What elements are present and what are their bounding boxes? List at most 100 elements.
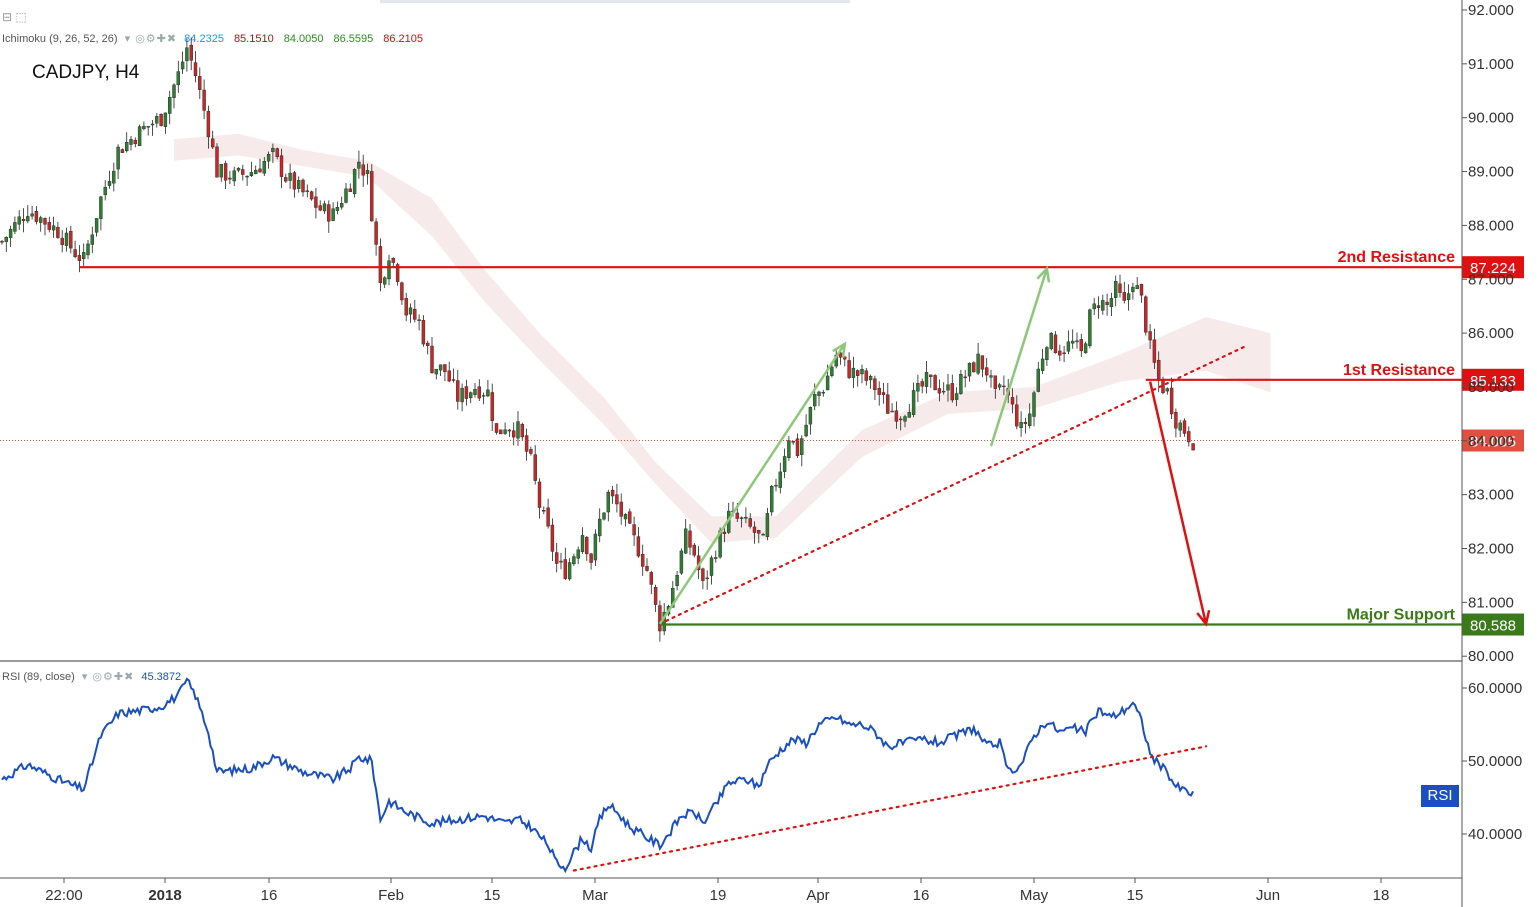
candle-down (894, 410, 899, 422)
arrow-down-head (1196, 609, 1211, 627)
candle-down (555, 552, 559, 564)
candle-down (550, 524, 555, 552)
candle-up (967, 362, 972, 377)
candle-down (610, 489, 615, 497)
candle-down (215, 146, 219, 178)
candle-up (486, 389, 490, 397)
candle-down (993, 375, 997, 389)
candle-down (494, 423, 499, 433)
candle-up (357, 161, 361, 169)
candle-down (628, 511, 632, 524)
arrow-up-head (832, 341, 847, 358)
candle-down (937, 388, 942, 394)
indicator-controls-icon[interactable]: ▾ ◎⚙✚✖ (124, 33, 178, 45)
candle-down (877, 387, 881, 395)
candle-down (1169, 387, 1174, 415)
rsi-legend[interactable]: RSI (89, close) ▾ ◎⚙✚✖ 45.3872 (2, 670, 181, 683)
candle-up (13, 222, 17, 232)
level-price-tag (1462, 368, 1524, 391)
candle-down (292, 172, 297, 190)
candle-down (189, 44, 193, 61)
rsi-value: 45.3872 (141, 671, 182, 683)
candle-down (1144, 296, 1148, 333)
candle-up (163, 112, 168, 127)
candle-up (51, 225, 56, 231)
candle-down (443, 364, 447, 373)
candle-up (576, 549, 580, 559)
candle-up (219, 164, 224, 178)
candle-down (0, 241, 4, 243)
level-price-tag (1462, 613, 1524, 636)
candle-up (623, 514, 628, 520)
candle-up (460, 387, 464, 403)
candle-down (899, 418, 903, 421)
x-tick-label: 18 (1373, 887, 1390, 904)
ichimoku-legend[interactable]: Ichimoku (9, 26, 52, 26) ▾ ◎⚙✚✖ 84.2325 8… (2, 32, 433, 45)
collapse-icon[interactable]: ⊟ (2, 10, 13, 24)
candle-up (1088, 309, 1092, 346)
candle-down (653, 586, 658, 605)
candle-up (830, 366, 834, 376)
candle-up (473, 389, 477, 395)
maximize-icon[interactable]: ⬚ (15, 10, 27, 24)
y-tick-label: 84.000 (1468, 433, 1514, 450)
candle-up (434, 368, 438, 375)
candle-up (1092, 303, 1096, 310)
candle-up (709, 557, 714, 576)
candle-up (1126, 293, 1131, 300)
candle-up (30, 213, 34, 217)
x-tick-label: Mar (582, 887, 608, 904)
candle-down (795, 438, 800, 457)
candle-up (804, 424, 808, 437)
candle-up (335, 207, 340, 211)
y-tick-label: 80.000 (1468, 648, 1514, 665)
candle-down (378, 246, 383, 284)
candle-up (907, 412, 911, 418)
candle-down (258, 168, 262, 173)
x-tick-label: 22:00 (45, 887, 83, 904)
candle-up (253, 169, 258, 175)
arrow-up (989, 268, 1049, 447)
level-price-label: 87.224 (1470, 260, 1516, 277)
candle-up (297, 180, 301, 189)
candle-up (124, 141, 129, 152)
candle-down (198, 76, 202, 90)
candle-down (284, 177, 288, 182)
candle-down (649, 572, 653, 585)
candle-up (976, 353, 980, 374)
rsi-y-tick-label: 40.0000 (1468, 826, 1522, 843)
candle-down (563, 559, 567, 579)
candle-up (236, 167, 241, 171)
candle-down (735, 512, 739, 519)
y-tick-label: 82.000 (1468, 541, 1514, 558)
y-tick-label: 85.000 (1468, 379, 1514, 396)
candle-up (1049, 332, 1053, 349)
ichimoku-value-4: 86.2105 (383, 33, 423, 45)
candle-down (1058, 350, 1062, 356)
candle-up (774, 484, 778, 487)
candle-up (180, 61, 185, 70)
candle-up (1135, 285, 1139, 290)
pane-controls[interactable]: ⊟ ⬚ (2, 10, 27, 24)
candle-down (542, 510, 546, 512)
candle-down (318, 205, 322, 211)
candle-down (309, 191, 314, 200)
candle-down (512, 430, 516, 438)
candle-up (103, 186, 107, 196)
candle-down (1152, 339, 1157, 363)
candle-up (1032, 392, 1036, 417)
candle-down (1174, 411, 1178, 429)
candle-up (744, 516, 748, 519)
candle-down (1105, 301, 1109, 305)
candle-up (1040, 358, 1045, 371)
candle-up (572, 556, 576, 565)
rsi-controls-icon[interactable]: ▾ ◎⚙✚✖ (81, 671, 135, 683)
candle-down (537, 481, 542, 508)
candle-down (972, 362, 976, 373)
candle-up (383, 277, 387, 285)
candle-up (94, 218, 99, 233)
level-price-label: 80.588 (1470, 618, 1516, 635)
candle-down (950, 383, 954, 401)
candle-up (481, 395, 486, 397)
